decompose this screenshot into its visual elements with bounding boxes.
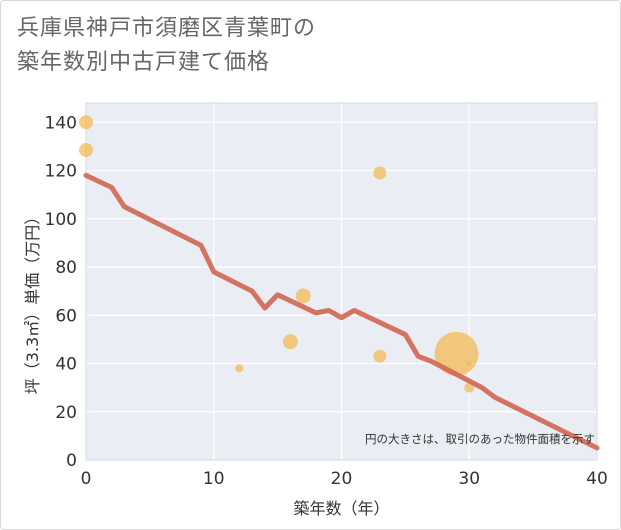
y-tick-label: 20 (55, 403, 77, 423)
plot-border (85, 102, 598, 461)
x-tick-label: 30 (458, 469, 480, 489)
y-axis-label: 坪（3.3㎡）単価（万円） (23, 209, 42, 394)
title-line-2: 築年数別中古戸建て価格 (17, 50, 271, 75)
y-tick-label: 80 (55, 258, 77, 278)
data-point (466, 361, 472, 367)
x-axis-label: 築年数（年） (293, 499, 389, 518)
chart-title: 兵庫県神戸市須磨区青葉町の 築年数別中古戸建て価格 (17, 12, 316, 80)
y-tick-label: 120 (45, 162, 77, 182)
x-tick-label: 0 (81, 469, 92, 489)
chart-note: 円の大きさは、取引のあった物件面積を示す (365, 432, 595, 446)
data-point (235, 364, 244, 373)
y-tick-label: 60 (55, 306, 77, 326)
x-tick-label: 20 (331, 469, 353, 489)
data-point (282, 334, 298, 350)
data-point (79, 143, 93, 158)
data-point (373, 349, 387, 363)
data-point (79, 115, 93, 130)
y-tick-label: 140 (45, 113, 77, 133)
trend-line (83, 172, 600, 451)
y-tick-label: 0 (66, 451, 77, 471)
data-point (295, 288, 311, 304)
x-tick-label: 10 (203, 469, 225, 489)
data-point (464, 382, 475, 393)
x-tick-label: 40 (586, 469, 608, 489)
data-point (373, 166, 387, 180)
title-line-1: 兵庫県神戸市須磨区青葉町の (17, 16, 317, 41)
data-point (434, 331, 479, 376)
y-tick-label: 40 (55, 355, 77, 375)
y-tick-label: 100 (45, 210, 77, 230)
